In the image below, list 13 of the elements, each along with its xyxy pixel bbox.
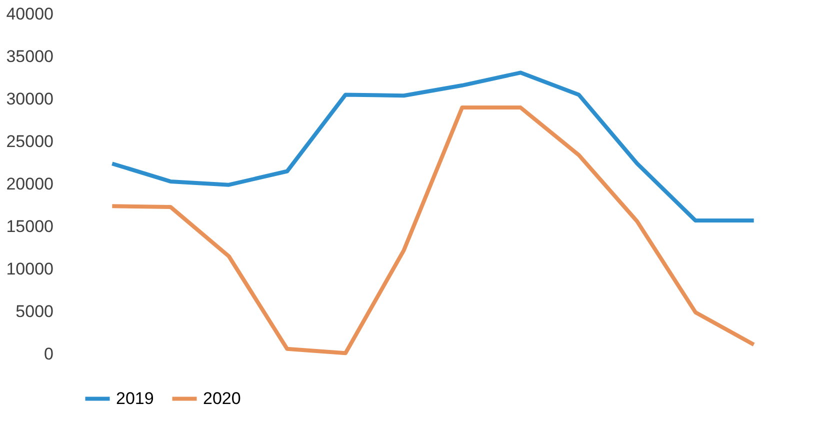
y-tick-label: 35000 [6, 47, 54, 66]
y-tick-label: 30000 [6, 90, 54, 108]
line-series [110, 106, 756, 356]
legend-label: 2020 [203, 388, 241, 408]
y-tick-label: 10000 [6, 260, 54, 278]
y-tick-label: 25000 [6, 132, 54, 151]
y-tick-label: 15000 [6, 217, 54, 236]
line-series [110, 70, 756, 223]
y-tick-label: 0 [44, 344, 54, 364]
legend-label: 2019 [116, 388, 154, 408]
y-tick-label: 40000 [6, 4, 54, 24]
y-tick-label: 5000 [16, 302, 54, 321]
y-tick-label: 20000 [6, 174, 54, 194]
